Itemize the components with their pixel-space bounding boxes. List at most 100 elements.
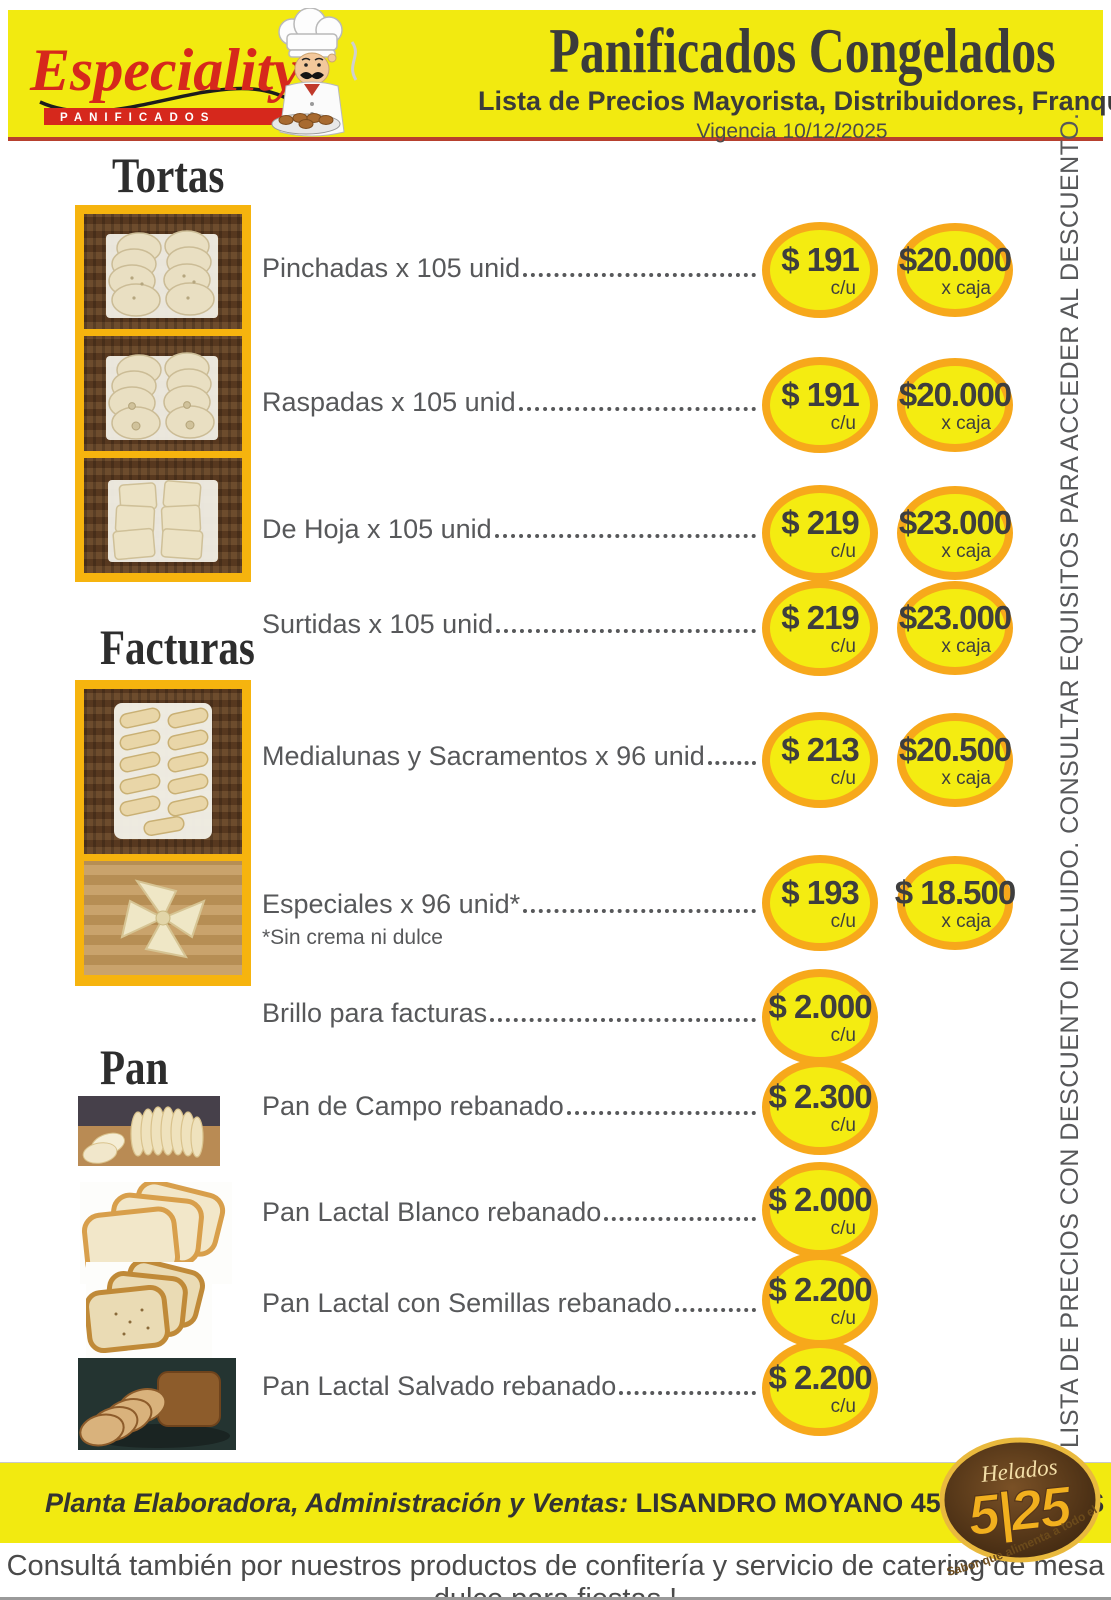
footer-bar-label: Planta Elaboradora, Administración y Ven… <box>45 1487 629 1518</box>
box-price-label: x caja <box>941 540 991 562</box>
box-price-badge: $23.000 x caja <box>897 486 1013 580</box>
unit-price-badge: $ 2.300 c/u <box>762 1059 878 1155</box>
box-price-amount: $20.000 <box>898 375 1012 413</box>
partner-number: 5|25 <box>965 1474 1075 1548</box>
product-row: Brillo para facturas <box>262 997 756 1029</box>
brand-logo: Especiality PANIFICADOS ® <box>29 37 313 125</box>
brand-tagline: PANIFICADOS <box>60 112 215 124</box>
title-block: Panificados Congelados Lista de Precios … <box>478 15 1111 144</box>
box-price-badge: $20.000 x caja <box>897 223 1013 317</box>
side-note-vertical: LISTA DE PRECIOS CON DESCUENTO INCLUIDO.… <box>1056 112 1084 1448</box>
section-heading-pan: Pan <box>100 1039 169 1095</box>
box-price-label: x caja <box>941 412 991 434</box>
photo-de-hoja <box>84 458 242 573</box>
unit-price-amount: $ 191 <box>781 240 860 278</box>
unit-price-label: c/u <box>830 767 856 789</box>
helados-525-logo: Helados 5|25 ® Sabor que alimenta a todo… <box>932 1425 1101 1579</box>
brand-bar <box>44 108 294 125</box>
box-price-badge: $23.000 x caja <box>897 581 1013 675</box>
unit-price-amount: $ 191 <box>781 375 860 413</box>
unit-price-label: c/u <box>830 1024 856 1046</box>
unit-price-label: c/u <box>830 412 856 434</box>
chef-illustration-wrap <box>256 7 368 145</box>
chef-illustration <box>271 7 358 137</box>
tortas-photo-frame <box>75 205 251 582</box>
dotted-leader <box>604 1217 756 1221</box>
product-name: De Hoja x 105 unid <box>262 514 492 544</box>
photo-pan-lactal-semillas <box>86 1262 212 1358</box>
dotted-leader <box>707 761 756 765</box>
footer-note: Consultá también por nuestros productos … <box>6 1550 1105 1600</box>
bottom-rule <box>0 1597 1111 1600</box>
product-row: Pan Lactal Blanco rebanado <box>262 1196 756 1228</box>
header: Especiality PANIFICADOS ® <box>8 7 1111 144</box>
product-name: Raspadas x 105 unid <box>262 387 516 417</box>
dotted-leader <box>619 1391 756 1395</box>
unit-price-label: c/u <box>830 1217 856 1239</box>
unit-price-badge: $ 2.200 c/u <box>762 1252 878 1348</box>
dotted-leader <box>523 909 756 913</box>
dotted-leader <box>566 1111 756 1115</box>
product-row: Pinchadas x 105 unid <box>262 252 756 284</box>
unit-price-amount: $ 2.000 <box>768 987 872 1025</box>
unit-price-amount: $ 2.200 <box>768 1358 872 1396</box>
unit-price-label: c/u <box>830 1307 856 1329</box>
box-price-badge: $ 18.500 x caja <box>894 856 1016 950</box>
partner-logo-wrap: Helados 5|25 ® Sabor que alimenta a todo… <box>932 1425 1108 1599</box>
unit-price-label: c/u <box>830 910 856 932</box>
box-price-amount: $23.000 <box>898 503 1012 541</box>
box-price-label: x caja <box>941 277 991 299</box>
unit-price-badge: $ 2.200 c/u <box>762 1340 878 1436</box>
product-name: Pan Lactal Salvado rebanado <box>262 1371 617 1401</box>
box-price-amount: $23.000 <box>898 598 1012 636</box>
box-price-badge: $20.000 x caja <box>897 358 1013 452</box>
page-subtitle: Lista de Precios Mayorista, Distribuidor… <box>478 86 1111 116</box>
photo-pan-de-campo <box>78 1096 220 1166</box>
product-name: Brillo para facturas <box>262 998 488 1028</box>
dotted-leader <box>494 534 756 538</box>
unit-price-label: c/u <box>830 1395 856 1417</box>
unit-price-amount: $ 2.000 <box>768 1180 872 1218</box>
validity-date: Vigencia 10/12/2025 <box>696 120 888 143</box>
box-price-amount: $ 18.500 <box>894 873 1016 911</box>
unit-price-badge: $ 219 c/u <box>762 580 878 676</box>
unit-price-badge: $ 2.000 c/u <box>762 969 878 1065</box>
unit-price-label: c/u <box>830 635 856 657</box>
product-name: Surtidas x 105 unid <box>262 609 494 639</box>
product-name: Pinchadas x 105 unid <box>262 253 521 283</box>
product-row: Pan Lactal Salvado rebanado <box>262 1370 756 1402</box>
unit-price-amount: $ 193 <box>781 873 860 911</box>
dotted-leader <box>490 1018 756 1022</box>
unit-price-badge: $ 2.000 c/u <box>762 1162 878 1258</box>
section-heading-tortas: Tortas <box>112 147 225 203</box>
dotted-leader <box>496 629 756 633</box>
unit-price-badge: $ 191 c/u <box>762 357 878 453</box>
unit-price-badge: $ 219 c/u <box>762 485 878 581</box>
product-row: Pan de Campo rebanado <box>262 1090 756 1122</box>
product-row: Surtidas x 105 unid <box>262 608 756 640</box>
box-price-label: x caja <box>941 767 991 789</box>
unit-price-label: c/u <box>830 540 856 562</box>
dotted-leader <box>518 407 756 411</box>
unit-price-label: c/u <box>830 1114 856 1136</box>
product-name: Pan Lactal con Semillas rebanado <box>262 1288 672 1318</box>
unit-price-badge: $ 193 c/u <box>762 855 878 951</box>
product-row: Pan Lactal con Semillas rebanado <box>262 1287 756 1319</box>
product-name: Especiales x 96 unid* <box>262 889 521 919</box>
photo-medialunas <box>84 689 242 854</box>
box-price-badge: $20.500 x caja <box>897 713 1013 807</box>
photo-pinchadas <box>84 214 242 329</box>
page-title-text: Panificados Congelados <box>549 15 1056 86</box>
unit-price-badge: $ 213 c/u <box>762 712 878 808</box>
facturas-photo-frame <box>75 680 251 986</box>
unit-price-amount: $ 219 <box>781 598 860 636</box>
brand-name: Especiality <box>29 37 300 103</box>
unit-price-amount: $ 213 <box>781 730 860 768</box>
box-price-label: x caja <box>941 910 991 932</box>
section-heading-facturas: Facturas <box>100 619 255 675</box>
dotted-leader <box>674 1308 756 1312</box>
dotted-leader <box>523 273 756 277</box>
unit-price-label: c/u <box>830 277 856 299</box>
box-price-amount: $20.000 <box>898 240 1012 278</box>
